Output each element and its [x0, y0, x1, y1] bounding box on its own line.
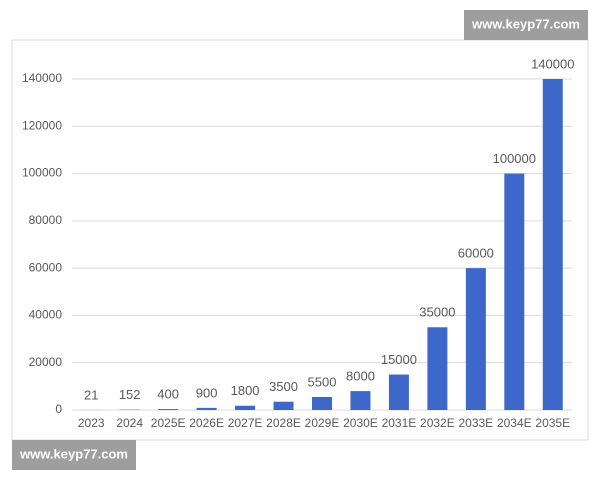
bar [504, 173, 525, 410]
x-tick-label: 2027E [228, 416, 263, 430]
data-label: 900 [196, 385, 218, 400]
x-tick-label: 2033E [458, 416, 493, 430]
data-label: 152 [119, 387, 141, 402]
x-tick-label: 2024 [116, 416, 143, 430]
watermark-box [464, 10, 588, 40]
y-tick-label: 140000 [22, 71, 62, 85]
bar [542, 79, 563, 410]
y-tick-label: 80000 [29, 213, 63, 227]
bar [196, 407, 217, 410]
data-label: 60000 [458, 246, 494, 261]
x-tick-label: 2026E [189, 416, 224, 430]
data-label: 8000 [346, 369, 375, 384]
bar [273, 401, 294, 410]
data-label: 1800 [231, 383, 260, 398]
bar [350, 391, 371, 410]
y-tick-label: 0 [55, 402, 62, 416]
data-label: 21 [84, 387, 98, 402]
y-tick-label: 40000 [29, 308, 63, 322]
x-tick-label: 2029E [305, 416, 340, 430]
x-tick-label: 2023 [78, 416, 105, 430]
y-tick-label: 100000 [22, 166, 62, 180]
bar [235, 405, 256, 410]
y-tick-label: 60000 [29, 260, 63, 274]
y-tick-label: 20000 [29, 355, 63, 369]
data-label: 35000 [419, 305, 455, 320]
data-label: 140000 [531, 56, 574, 71]
x-tick-label: 2034E [497, 416, 532, 430]
data-label: 3500 [269, 379, 298, 394]
x-tick-label: 2032E [420, 416, 455, 430]
watermark-box [12, 440, 136, 470]
data-label: 5500 [308, 374, 337, 389]
x-tick-label: 2030E [343, 416, 378, 430]
bar [312, 396, 332, 410]
x-tick-label: 2028E [266, 416, 301, 430]
data-label: 15000 [381, 352, 417, 367]
x-tick-label: 2035E [535, 416, 570, 430]
bar [427, 327, 448, 410]
data-label: 100000 [493, 151, 536, 166]
x-tick-label: 2031E [382, 416, 417, 430]
bar [388, 374, 409, 410]
data-label: 400 [157, 386, 179, 401]
y-tick-label: 120000 [22, 118, 62, 132]
watermark: www.keyp77.com [471, 16, 580, 31]
watermark: www.keyp77.com [19, 446, 128, 461]
bar [158, 409, 179, 410]
bar [465, 268, 486, 410]
x-tick-label: 2025E [151, 416, 186, 430]
chart-frame [11, 39, 589, 441]
